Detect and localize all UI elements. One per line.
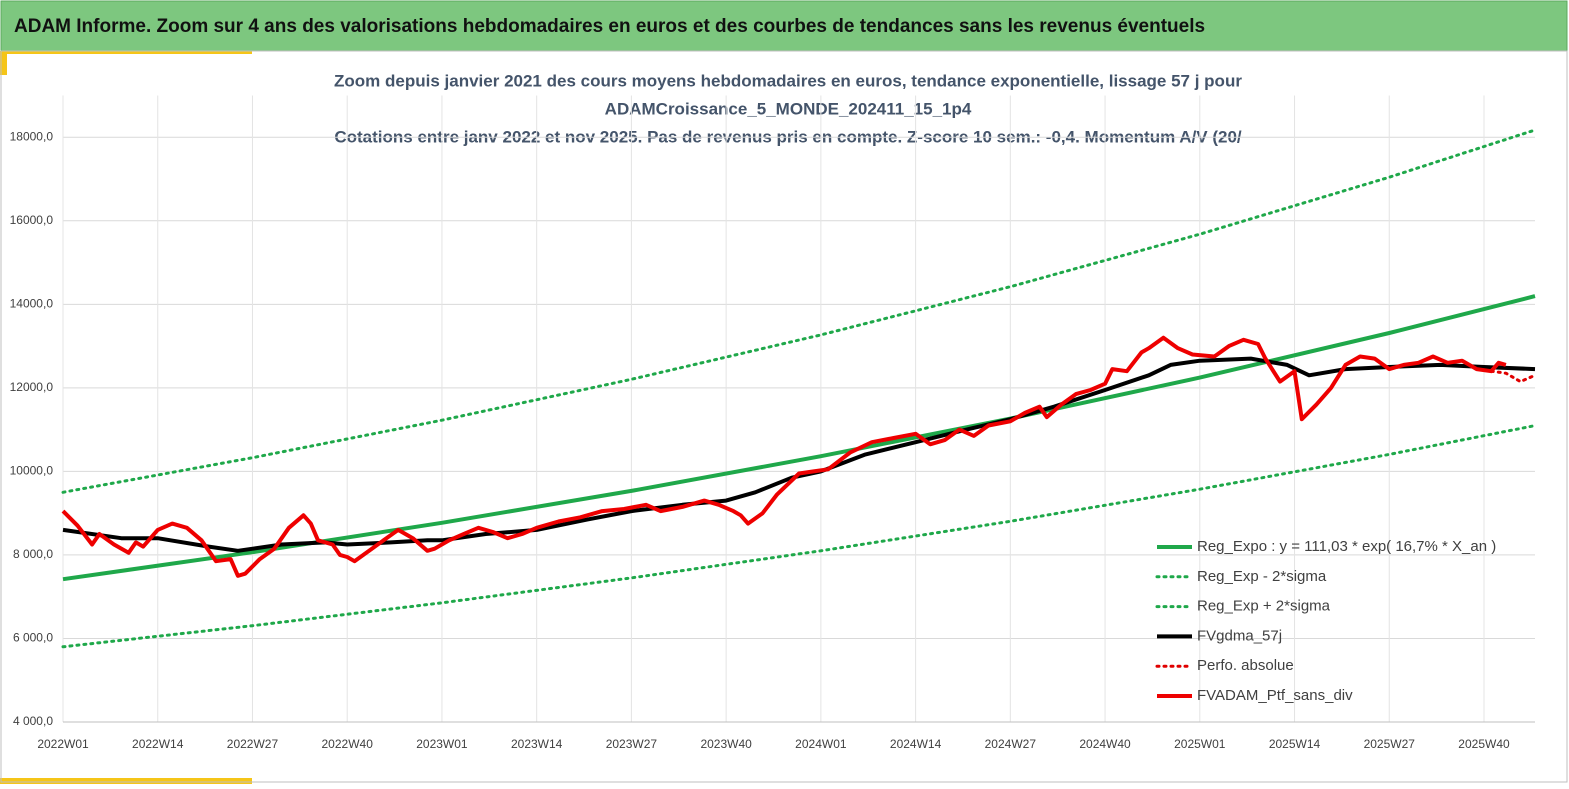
x-tick-label: 2023W40 <box>700 737 752 751</box>
x-tick-label: 2025W27 <box>1364 737 1416 751</box>
header-bar <box>0 0 1568 52</box>
legend-label: FVADAM_Ptf_sans_div <box>1197 687 1353 704</box>
legend-label: Reg_Expo : y = 111,03 * exp( 16,7% * X_a… <box>1197 538 1496 555</box>
x-tick-label: 2024W14 <box>890 737 942 751</box>
frame <box>0 50 1568 783</box>
chart-title: Zoom depuis janvier 2021 des cours moyen… <box>334 71 1242 90</box>
x-tick-label: 2024W40 <box>1079 737 1131 751</box>
legend-label: Reg_Exp - 2*sigma <box>1197 568 1327 585</box>
series-line <box>61 128 1537 494</box>
y-tick-label: 8 000,0 <box>13 547 53 561</box>
x-tick-label: 2023W01 <box>416 737 468 751</box>
x-tick-label: 2022W01 <box>37 737 89 751</box>
legend-label: Perfo. absolue <box>1197 657 1294 674</box>
series-line <box>1489 369 1537 384</box>
series-line <box>61 424 1537 649</box>
x-tick-label: 2024W27 <box>985 737 1037 751</box>
y-tick-label: 18000,0 <box>10 129 54 143</box>
x-tick-label: 2024W01 <box>795 737 847 751</box>
y-tick-label: 14000,0 <box>10 297 54 311</box>
decor <box>0 51 7 75</box>
x-tick-label: 2022W14 <box>132 737 184 751</box>
x-tick-label: 2022W27 <box>227 737 279 751</box>
x-tick-label: 2023W14 <box>511 737 563 751</box>
y-tick-label: 6 000,0 <box>13 631 53 645</box>
legend-label: FVgdma_57j <box>1197 627 1282 644</box>
y-tick-label: 4 000,0 <box>13 714 53 728</box>
legend-label: Reg_Exp + 2*sigma <box>1197 598 1331 615</box>
series-line <box>61 335 1507 578</box>
y-tick-label: 12000,0 <box>10 380 54 394</box>
y-tick-label: 10000,0 <box>10 464 54 478</box>
decor <box>7 51 252 54</box>
x-tick-label: 2022W40 <box>322 737 374 751</box>
header-title: ADAM Informe. Zoom sur 4 ans des valoris… <box>14 16 1205 37</box>
chart-title: ADAMCroissance_5_MONDE_202411_15_1p4 <box>605 99 972 118</box>
x-tick-label: 2025W14 <box>1269 737 1321 751</box>
x-tick-label: 2023W27 <box>606 737 658 751</box>
y-tick-label: 16000,0 <box>10 213 54 227</box>
decor <box>0 778 252 784</box>
x-tick-label: 2025W40 <box>1458 737 1510 751</box>
x-tick-label: 2025W01 <box>1174 737 1226 751</box>
